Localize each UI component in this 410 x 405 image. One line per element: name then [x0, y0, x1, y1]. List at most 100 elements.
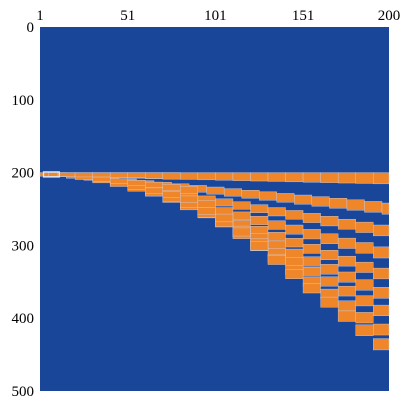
band-cell [197, 207, 216, 215]
band-cell [259, 191, 277, 201]
band-cell [285, 210, 304, 220]
band-cell [285, 269, 304, 279]
band-cell [302, 256, 321, 267]
band-cell [337, 255, 356, 267]
band-cell [373, 287, 390, 299]
band-cell [232, 211, 251, 221]
band-cell [285, 224, 304, 235]
band-cell [285, 238, 304, 248]
band-cell [57, 172, 76, 177]
band-cell [320, 264, 339, 275]
band-cell [223, 188, 242, 197]
band-cell [337, 218, 356, 230]
y-tick-label: 500 [12, 384, 35, 400]
band-cell [320, 172, 339, 183]
band-cell [241, 190, 260, 199]
band-cell [355, 324, 374, 336]
band-cell [320, 296, 339, 308]
band-cell [337, 172, 356, 184]
band-cell [267, 172, 286, 182]
band-cell [355, 261, 374, 273]
band-cell [92, 176, 111, 182]
band-cell [197, 200, 216, 208]
band-cell [250, 241, 269, 251]
band-cell [302, 229, 321, 240]
band-cell [197, 172, 216, 181]
band-cell [285, 172, 304, 183]
band-cell [74, 172, 93, 178]
band-cell [346, 199, 365, 211]
band-cell [109, 178, 128, 184]
band-cell [373, 304, 390, 316]
band-cell [162, 172, 181, 180]
band-cell [250, 204, 269, 213]
band-cell [267, 232, 286, 241]
band-cell [145, 187, 163, 194]
band-cell [92, 172, 111, 178]
band-cell [311, 196, 330, 207]
band-cell [109, 172, 128, 178]
band-cell [180, 186, 199, 194]
band-cell [127, 180, 146, 186]
band-cell [355, 242, 374, 254]
band-cell [337, 300, 356, 312]
band-cell [267, 220, 286, 230]
band-origin-highlight [42, 171, 60, 178]
y-tick-label: 0 [27, 20, 35, 36]
band-cell [285, 257, 304, 267]
band-cell [320, 216, 339, 227]
x-axis: 1 51 101 151 200 [36, 8, 400, 24]
band-cell [267, 255, 286, 265]
band-cell [373, 224, 390, 237]
band-cell [320, 233, 339, 244]
band-cell [250, 172, 269, 182]
band-cell [162, 191, 181, 198]
x-tick-label: 151 [292, 8, 315, 24]
band-cell [329, 198, 348, 209]
band-cell [337, 285, 356, 297]
band-cell [373, 246, 390, 259]
band-cell [215, 172, 234, 181]
band-cell [373, 323, 390, 336]
band-cell [145, 172, 163, 179]
y-axis: 0 100 200 300 400 500 [12, 20, 35, 400]
band-cell [285, 248, 304, 259]
x-tick-label: 1 [36, 8, 44, 24]
y-tick-label: 100 [12, 93, 35, 109]
band-cell [320, 276, 339, 287]
x-tick-label: 200 [378, 8, 401, 24]
band-cell [337, 237, 356, 249]
plot-area [39, 27, 390, 391]
x-tick-label: 51 [120, 8, 135, 24]
band-cell [381, 202, 390, 215]
band-cell [276, 193, 295, 203]
y-tick-label: 300 [12, 238, 35, 254]
band-cell [127, 172, 146, 178]
band-cell [302, 213, 321, 223]
band-cell [373, 267, 390, 280]
band-cell [355, 221, 374, 233]
band-cell [294, 194, 313, 205]
band-cell [180, 195, 199, 203]
band-9 [162, 172, 390, 351]
band-cell [355, 172, 374, 184]
band-cell [337, 271, 356, 283]
band-cell [337, 310, 356, 322]
band-cell [267, 207, 286, 217]
band-cell [232, 172, 251, 181]
band-cell [355, 295, 374, 307]
x-tick-label: 101 [204, 8, 227, 24]
band-cell [355, 312, 374, 324]
band-cell [145, 181, 163, 188]
band-cell [215, 213, 234, 223]
band-cell [302, 267, 321, 277]
band-cell [320, 250, 339, 260]
y-tick-label: 200 [12, 166, 35, 182]
band-cell [250, 216, 269, 225]
y-tick-label: 400 [12, 311, 35, 327]
band-cell [373, 172, 390, 185]
band-cell [302, 172, 321, 183]
band-cell [232, 227, 251, 237]
band-cell [302, 244, 321, 254]
